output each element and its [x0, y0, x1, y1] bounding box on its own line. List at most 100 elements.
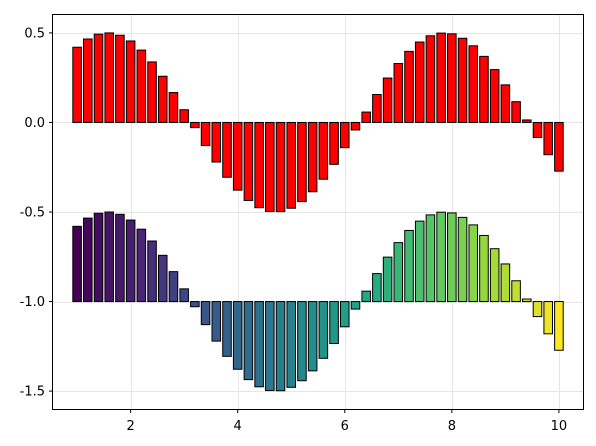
bar-series-1	[307, 121, 318, 193]
bar-series-1	[425, 35, 436, 123]
bar-series-2	[168, 271, 179, 303]
bar-series-2	[350, 301, 361, 310]
bar-series-1	[222, 121, 232, 178]
y-tick-label: -1.5	[20, 385, 45, 400]
bar-series-1	[157, 75, 168, 123]
y-tick-label: -1.0	[20, 295, 45, 310]
bar-series-1	[393, 63, 404, 123]
bar-series-2	[307, 301, 318, 372]
bar-series-1	[511, 101, 521, 123]
bar-series-2	[457, 216, 468, 303]
bar-series-2	[243, 301, 254, 381]
bar-series-1	[532, 121, 543, 138]
bar-series-1	[179, 109, 189, 123]
bar-series-2	[414, 220, 425, 303]
bar-series-1	[414, 41, 425, 123]
bar-series-1	[168, 92, 179, 123]
bar-series-2	[361, 290, 371, 303]
bar-series-1	[243, 121, 254, 202]
bar-series-1	[339, 121, 350, 149]
bar-series-2	[211, 301, 222, 342]
bar-series-2	[136, 228, 147, 303]
bar-series-2	[115, 213, 125, 303]
bar-series-2	[318, 301, 329, 359]
bar-series-1	[265, 121, 275, 212]
bar-series-1	[447, 33, 457, 123]
bar-series-1	[468, 45, 479, 123]
bar-series-1	[93, 33, 104, 123]
bar-series-2	[436, 211, 446, 303]
bar-series-1	[329, 121, 339, 165]
bar-series-1	[211, 121, 222, 163]
bar-series-1	[190, 121, 200, 129]
bar-series-1	[147, 61, 157, 123]
bar-series-1	[200, 121, 211, 147]
bar-series-2	[543, 301, 553, 335]
bar-series-1	[254, 121, 264, 209]
bar-series-1	[543, 121, 553, 156]
bar-series-1	[72, 46, 82, 123]
bar-series-2	[157, 254, 168, 303]
bar-series-1	[457, 37, 468, 123]
bar-series-2	[200, 301, 211, 326]
bar-series-1	[104, 32, 114, 123]
bar-series-1	[136, 49, 147, 123]
bar-series-1	[318, 121, 329, 180]
bar-series-2	[179, 288, 189, 303]
bar-series-2	[232, 301, 243, 370]
bar-series-2	[104, 211, 114, 303]
y-tick-label: -0.5	[20, 206, 45, 221]
bar-series-2	[125, 219, 136, 303]
bar-series-2	[372, 273, 382, 303]
bar-series-2	[329, 301, 339, 344]
bar-series-2	[500, 263, 511, 303]
bar-series-1	[489, 69, 500, 123]
bar-series-2	[393, 242, 404, 303]
bar-series-1	[436, 32, 446, 123]
y-tick-label: 0.0	[24, 116, 45, 131]
bar-series-1	[404, 50, 414, 123]
bar-series-2	[511, 280, 521, 303]
bar-series-2	[93, 212, 104, 303]
bars-layer	[72, 32, 564, 392]
x-tick-label: 2	[126, 419, 134, 434]
bar-series-2	[404, 229, 414, 303]
bar-series-2	[265, 301, 275, 392]
bar-series-2	[286, 301, 297, 388]
bar-series-1	[372, 94, 382, 123]
bar-series-1	[500, 84, 511, 123]
bar-series-1	[350, 121, 361, 131]
bar-series-1	[83, 38, 93, 123]
bar-series-2	[254, 301, 264, 388]
y-tick-label: 0.5	[24, 26, 45, 41]
x-tick-label: 4	[234, 419, 242, 434]
ticks-layer: 2 4 6 8 10 -1.5 -1.0 -0.5 0.0 0.5	[20, 26, 568, 434]
x-tick-label: 10	[551, 419, 568, 434]
bar-series-2	[275, 301, 286, 392]
bar-series-2	[447, 212, 457, 303]
bar-series-1	[115, 34, 125, 123]
bar-series-1	[297, 121, 307, 203]
bar-series-1	[479, 55, 489, 123]
bar-series-1	[286, 121, 297, 209]
bar-series-1	[275, 121, 286, 213]
bar-series-2	[479, 234, 489, 303]
bar-series-1	[382, 77, 393, 123]
bar-series-2	[468, 224, 479, 303]
bar-series-2	[83, 217, 93, 303]
x-tick-label: 6	[341, 419, 349, 434]
bar-series-2	[522, 298, 532, 303]
bar-series-1	[554, 121, 564, 172]
bar-series-2	[297, 301, 307, 382]
bar-series-1	[361, 111, 371, 123]
bar-series-2	[339, 301, 350, 328]
bar-series-1	[125, 40, 136, 123]
bar-series-1	[232, 121, 243, 191]
bar-series-2	[72, 225, 82, 303]
bar-series-2	[190, 301, 200, 308]
bar-series-2	[554, 301, 564, 351]
bar-series-2	[425, 214, 436, 303]
bar-series-2	[147, 240, 157, 303]
